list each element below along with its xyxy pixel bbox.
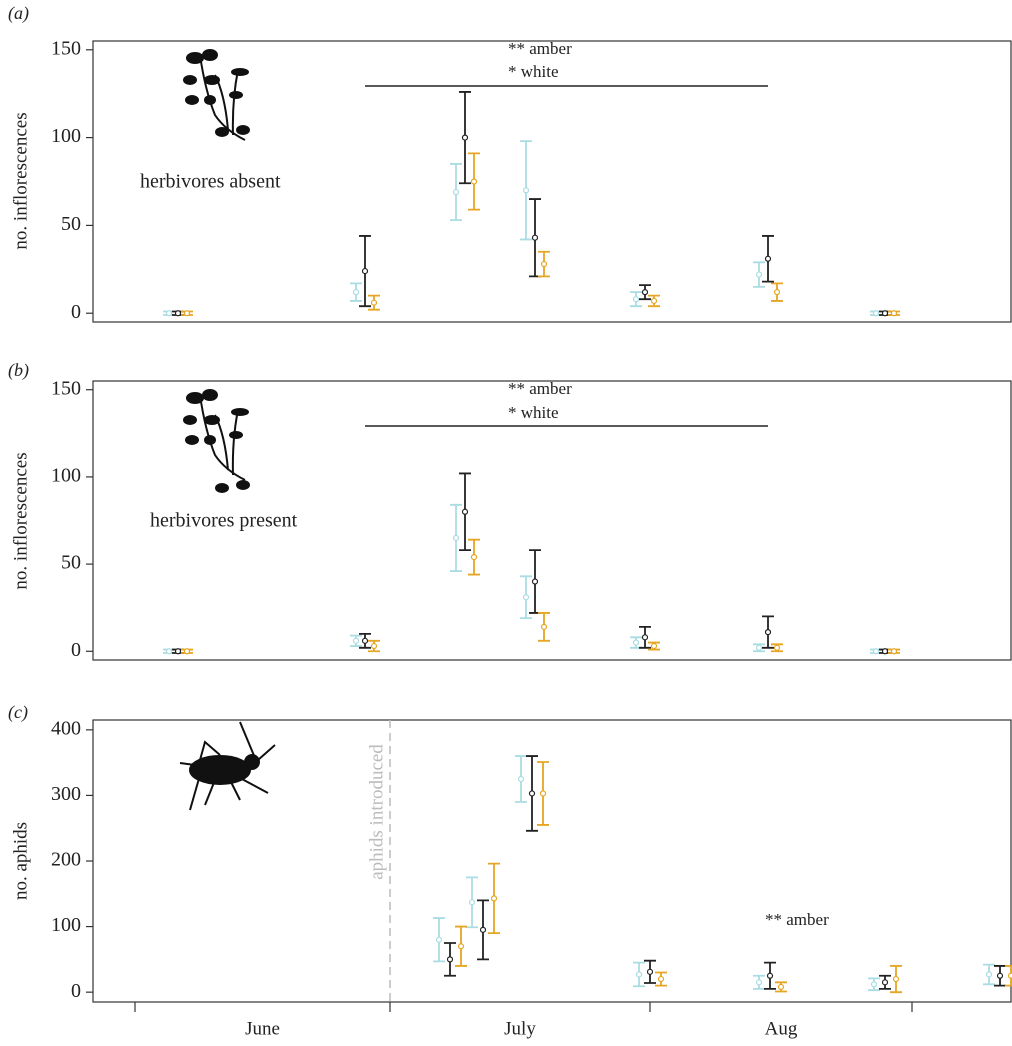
y-tick-label: 0 xyxy=(71,639,81,661)
mean-marker xyxy=(481,927,486,932)
mean-marker xyxy=(524,595,529,600)
mean-marker xyxy=(167,311,172,316)
mean-marker xyxy=(492,896,497,901)
y-axis-label: no. inflorescences xyxy=(10,112,31,249)
mean-marker xyxy=(354,290,359,295)
mean-marker xyxy=(1009,973,1012,978)
annotation: * white xyxy=(508,62,559,81)
mean-marker xyxy=(652,298,657,303)
mean-marker xyxy=(894,977,899,982)
mean-marker xyxy=(541,791,546,796)
mean-marker xyxy=(459,944,464,949)
y-tick-label: 100 xyxy=(51,125,81,147)
mean-marker xyxy=(176,311,181,316)
mean-marker xyxy=(530,791,535,796)
mean-marker xyxy=(757,980,762,985)
mean-marker xyxy=(998,973,1003,978)
mean-marker xyxy=(533,579,538,584)
mean-marker xyxy=(167,649,172,654)
x-tick-label: Aug xyxy=(765,1018,798,1039)
mean-marker xyxy=(779,984,784,989)
mean-marker xyxy=(637,972,642,977)
mean-marker xyxy=(372,300,377,305)
mean-marker xyxy=(533,235,538,240)
mean-marker xyxy=(354,638,359,643)
reference-label: aphids introduced xyxy=(366,744,387,880)
mean-marker xyxy=(874,649,879,654)
x-tick-label: June xyxy=(245,1018,280,1039)
mean-marker xyxy=(634,640,639,645)
mean-marker xyxy=(883,311,888,316)
mean-marker xyxy=(892,649,897,654)
x-tick-label: July xyxy=(504,1018,536,1039)
inset-label: herbivores absent xyxy=(140,171,281,193)
y-axis-label: no. aphids xyxy=(10,822,31,900)
mean-marker xyxy=(519,777,524,782)
mean-marker xyxy=(363,269,368,274)
mean-marker xyxy=(775,290,780,295)
mean-marker xyxy=(542,624,547,629)
mean-marker xyxy=(472,179,477,184)
panel-label: (a) xyxy=(8,3,29,24)
mean-marker xyxy=(757,645,762,650)
mean-marker xyxy=(757,272,762,277)
y-tick-label: 0 xyxy=(71,301,81,323)
mean-marker xyxy=(883,980,888,985)
mean-marker xyxy=(652,644,657,649)
annotation: ** amber xyxy=(765,910,829,929)
mean-marker xyxy=(176,649,181,654)
mean-marker xyxy=(454,190,459,195)
mean-marker xyxy=(524,188,529,193)
mean-marker xyxy=(987,972,992,977)
y-tick-label: 50 xyxy=(61,552,81,574)
mean-marker xyxy=(472,555,477,560)
y-tick-label: 200 xyxy=(51,849,81,871)
mean-marker xyxy=(437,937,442,942)
mean-marker xyxy=(463,135,468,140)
mean-marker xyxy=(775,645,780,650)
mean-marker xyxy=(768,973,773,978)
mean-marker xyxy=(542,262,547,267)
y-tick-label: 0 xyxy=(71,980,81,1002)
mean-marker xyxy=(892,311,897,316)
panel-label: (b) xyxy=(8,360,29,381)
mean-marker xyxy=(363,638,368,643)
mean-marker xyxy=(372,644,377,649)
mean-marker xyxy=(463,509,468,514)
annotation: ** amber xyxy=(508,39,572,58)
mean-marker xyxy=(659,977,664,982)
mean-marker xyxy=(185,311,190,316)
y-axis-label: no. inflorescences xyxy=(10,452,31,589)
mean-marker xyxy=(643,290,648,295)
panel-label: (c) xyxy=(8,702,28,723)
annotation: ** amber xyxy=(508,379,572,398)
mean-marker xyxy=(766,630,771,635)
mean-marker xyxy=(648,969,653,974)
y-tick-label: 300 xyxy=(51,783,81,805)
mean-marker xyxy=(454,535,459,540)
mean-marker xyxy=(470,900,475,905)
mean-marker xyxy=(766,256,771,261)
y-tick-label: 100 xyxy=(51,914,81,936)
aphid-icon xyxy=(180,722,275,810)
inset-label: herbivores present xyxy=(150,510,298,532)
y-tick-label: 400 xyxy=(51,717,81,739)
annotation: * white xyxy=(508,403,559,422)
mean-marker xyxy=(883,649,888,654)
plant-icon xyxy=(184,390,249,492)
plant-icon xyxy=(184,50,249,140)
mean-marker xyxy=(634,297,639,302)
mean-marker xyxy=(185,649,190,654)
mean-marker xyxy=(872,982,877,987)
mean-marker xyxy=(874,311,879,316)
y-tick-label: 50 xyxy=(61,213,81,235)
y-tick-label: 150 xyxy=(51,37,81,59)
mean-marker xyxy=(643,635,648,640)
y-tick-label: 100 xyxy=(51,465,81,487)
mean-marker xyxy=(448,957,453,962)
y-tick-label: 150 xyxy=(51,377,81,399)
